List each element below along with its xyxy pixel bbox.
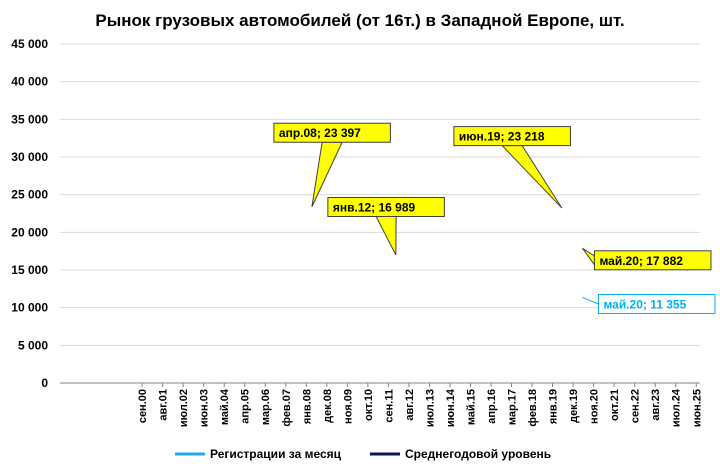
x-axis-ticks: янв.97дек.97ноя.98окт.99сен.00авг.01июл.… — [137, 383, 703, 427]
x-tick-label: июн.25 — [691, 389, 703, 427]
y-axis-ticks: 0 5 000 10 000 15 000 20 000 25 000 30 000 35 0… — [11, 37, 48, 390]
x-tick-label: фев.18 — [527, 389, 539, 427]
y-tick-label: 0 — [41, 376, 48, 390]
x-tick-label: мар.06 — [260, 389, 272, 425]
x-tick-label: июл.13 — [424, 389, 436, 427]
x-tick-label: окт.10 — [363, 389, 375, 421]
legend-label-average: Среднегодовой уровень — [405, 447, 551, 461]
callouts: апр.08; 23 397 янв.12; 16 989 июн.19; 23 2… — [273, 122, 716, 314]
x-tick-label: дек.08 — [322, 389, 334, 423]
x-tick-label: янв.19 — [548, 389, 560, 424]
annotation-text: май.20; 11 355 — [603, 297, 686, 311]
y-tick-label: 35 000 — [11, 112, 48, 126]
annotation-text: апр.08; 23 397 — [279, 126, 361, 140]
x-tick-label: июн.14 — [445, 388, 457, 427]
x-tick-label: ноя.20 — [589, 389, 601, 424]
x-tick-label: авг.01 — [158, 389, 170, 421]
y-tick-label: 40 000 — [11, 75, 48, 89]
grid — [60, 43, 700, 346]
x-tick-label: дек.19 — [568, 389, 580, 423]
x-tick-label: май.15 — [465, 389, 477, 425]
x-tick-label: мар.17 — [507, 389, 519, 425]
x-tick-label: июл.02 — [178, 389, 190, 427]
x-tick-label: авг.12 — [404, 389, 416, 421]
x-tick-label: май.04 — [219, 388, 231, 425]
x-tick-label: апр.16 — [486, 389, 498, 424]
x-tick-label: окт.21 — [609, 389, 621, 421]
y-tick-label: 10 000 — [11, 301, 48, 315]
y-tick-label: 20 000 — [11, 225, 48, 239]
annotation-text: май.20; 17 882 — [599, 254, 683, 268]
x-tick-label: сен.00 — [137, 389, 149, 423]
legend-label-monthly: Регистрации за месяц — [210, 447, 342, 461]
annotation-callout: май.20; 11 355 — [582, 293, 716, 314]
y-tick-label: 15 000 — [11, 263, 48, 277]
annotation-callout: июн.19; 23 218 — [453, 126, 571, 209]
annotation-callout: янв.12; 16 989 — [327, 197, 445, 256]
x-tick-label: ноя.09 — [342, 389, 354, 424]
annotation-text: янв.12; 16 989 — [333, 201, 416, 215]
y-tick-label: 25 000 — [11, 188, 48, 202]
x-tick-label: сен.22 — [630, 389, 642, 423]
annotation-text: июн.19; 23 218 — [459, 130, 545, 144]
x-tick-label: янв.08 — [301, 389, 313, 424]
annotation-callout: апр.08; 23 397 — [273, 122, 391, 207]
x-tick-label: июл.24 — [671, 388, 683, 427]
x-tick-label: июн.03 — [199, 389, 211, 427]
x-tick-label: фев.07 — [281, 389, 293, 427]
x-tick-label: апр.05 — [240, 389, 252, 424]
annotation-callout: май.20; 17 882 — [582, 247, 712, 271]
y-tick-label: 30 000 — [11, 150, 48, 164]
chart-title: Рынок грузовых автомобилей (от 16т.) в З… — [95, 11, 624, 30]
y-tick-label: 45 000 — [11, 37, 48, 51]
x-tick-label: сен.11 — [383, 389, 395, 423]
legend: Регистрации за месяц Среднегодовой урове… — [175, 447, 551, 461]
x-tick-label: авг.23 — [650, 389, 662, 421]
y-tick-label: 5 000 — [18, 338, 48, 352]
